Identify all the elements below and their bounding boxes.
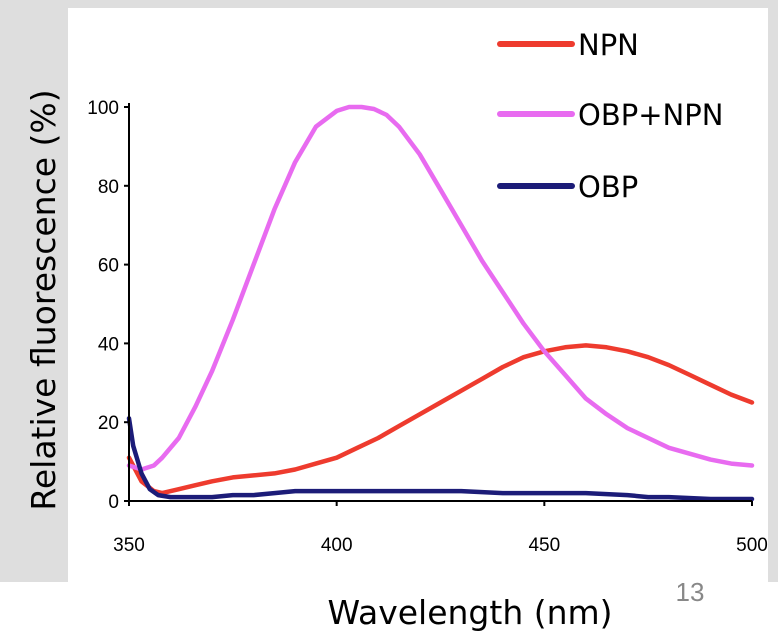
legend: NPN OBP+NPN OBP [497,28,723,204]
x-tick-label: 350 [113,535,145,556]
y-tick-label: 0 [108,492,119,513]
x-tick-label: 500 [736,535,768,556]
series-layer [126,104,755,502]
y-tick-label: 100 [87,98,119,119]
series-line-obp-npn [126,104,755,472]
y-axis-label: Relative fluorescence (%) [24,89,63,510]
legend-label-obp-npn: OBP+NPN [578,98,723,132]
page-number: 13 [676,577,705,607]
tick-labels: 0 20 40 60 80 100 350 400 450 500 [87,98,768,556]
series-line-obp [126,416,755,502]
legend-label-obp: OBP [578,170,638,204]
y-tick-label: 80 [98,177,119,198]
x-tick-label: 400 [321,535,353,556]
series-line-npn [126,343,755,496]
y-tick-label: 40 [98,334,119,355]
legend-label-npn: NPN [578,28,639,62]
axes [128,103,752,502]
y-tick-label: 60 [98,256,119,277]
y-tick-label: 20 [98,413,119,434]
x-axis-label: Wavelength (nm) [327,593,612,632]
x-tick-label: 450 [528,535,560,556]
